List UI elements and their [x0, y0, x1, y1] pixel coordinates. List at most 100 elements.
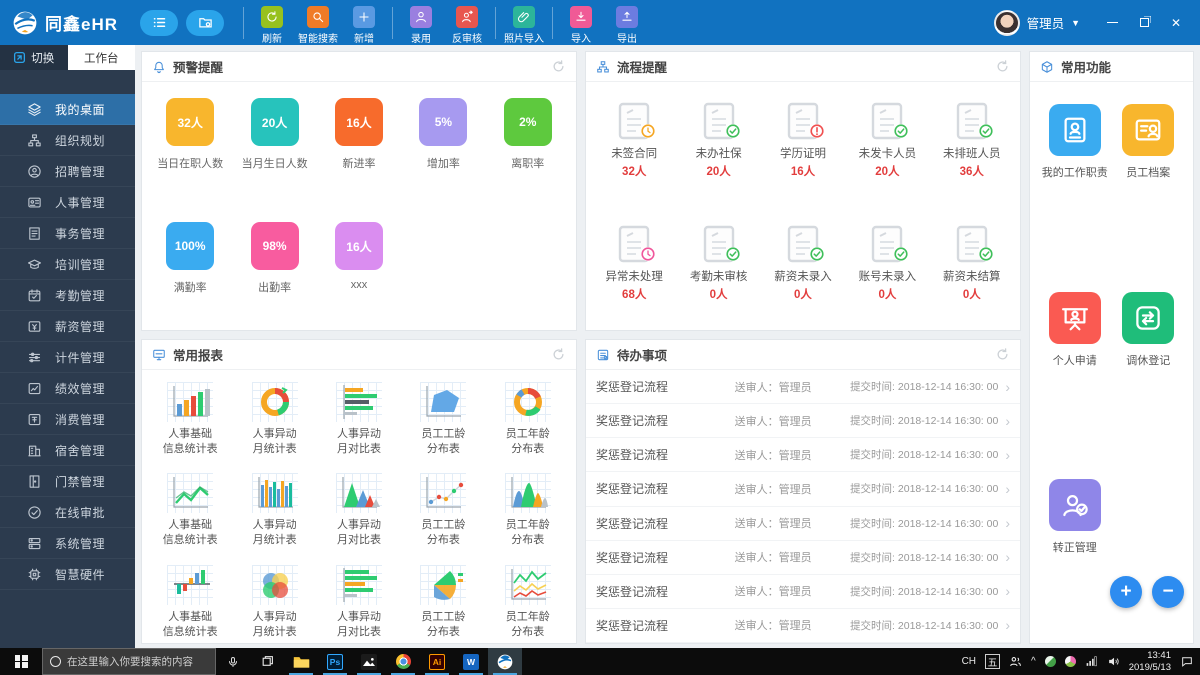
tray-app-color-icon[interactable] — [1064, 656, 1076, 667]
user-menu[interactable]: 管理员 ▼ — [993, 9, 1080, 36]
taskbar-app-photos[interactable] — [352, 648, 386, 675]
todo-row[interactable]: 奖惩登记流程 送审人：管理员 提交时间: 2018-12-14 16:30: 0… — [586, 438, 1020, 473]
refresh-icon[interactable] — [995, 347, 1010, 362]
clock[interactable]: 13:41 2019/5/13 — [1129, 650, 1171, 674]
todo-row[interactable]: 奖惩登记流程 送审人：管理员 提交时间: 2018-12-14 16:30: 0… — [586, 507, 1020, 541]
report-item[interactable]: 员工工龄 分布表 — [401, 382, 485, 460]
todo-row[interactable]: 奖惩登记流程 送审人：管理员 提交时间: 2018-12-14 16:30: 0… — [586, 404, 1020, 439]
toolbar-button-paperclip[interactable]: 照片导入 — [501, 5, 547, 45]
common-function-item[interactable]: 调休登记 — [1112, 291, 1186, 456]
common-function-item[interactable]: 个人申请 — [1038, 291, 1112, 456]
process-item[interactable]: 账号未录入 0人 — [845, 225, 929, 330]
start-button[interactable] — [0, 648, 42, 675]
report-item[interactable]: 人事异动 月统计表 — [232, 382, 316, 460]
sidebar-item[interactable]: 组织规划 — [0, 125, 135, 156]
sidebar-item[interactable]: 在线审批 — [0, 497, 135, 528]
zoom-in-button[interactable]: + — [1110, 576, 1142, 608]
process-item[interactable]: 学历证明 16人 — [761, 102, 845, 207]
toolbar-button-person-undo[interactable]: 反审核 — [444, 5, 490, 45]
process-item[interactable]: 未排班人员 36人 — [930, 102, 1014, 207]
sidebar-item[interactable]: 我的桌面 — [0, 94, 135, 125]
menu-list-button[interactable] — [140, 9, 179, 36]
taskbar-app-illustrator[interactable]: Ai — [420, 648, 454, 675]
todo-row[interactable]: 奖惩登记流程 送审人：管理员 提交时间: 2018-12-14 16:30: 0… — [586, 370, 1020, 405]
sidebar-item[interactable]: 系统管理 — [0, 528, 135, 559]
warning-stat[interactable]: 98% 出勤率 — [232, 222, 316, 330]
warning-stat[interactable]: 16人 新进率 — [317, 98, 401, 206]
report-item[interactable]: 人事基础 信息统计表 — [148, 473, 232, 551]
taskbar-app-word[interactable]: W — [454, 648, 488, 675]
hidden-icons-caret[interactable]: ^ — [1031, 656, 1036, 667]
sidebar-item[interactable]: 智慧硬件 — [0, 559, 135, 590]
todo-row[interactable]: 奖惩登记流程 送审人：管理员 提交时间: 2018-12-14 16:30: 0… — [586, 575, 1020, 609]
tab-switch[interactable]: 切换 — [0, 45, 68, 70]
sidebar-item[interactable]: 培训管理 — [0, 249, 135, 280]
toolbar-button-export[interactable]: 导出 — [604, 5, 650, 45]
sidebar-item[interactable]: 薪资管理 — [0, 311, 135, 342]
sidebar-item[interactable]: 计件管理 — [0, 342, 135, 373]
process-item[interactable]: 薪资未结算 0人 — [930, 225, 1014, 330]
process-item[interactable]: 考勤未审核 0人 — [676, 225, 760, 330]
warning-stat[interactable]: 5% 增加率 — [401, 98, 485, 206]
ime-indicator[interactable]: 五 — [985, 654, 1001, 669]
todo-row[interactable]: 奖惩登记流程 送审人：管理员 提交时间: 2018-12-14 16:30: 0… — [586, 609, 1020, 643]
process-item[interactable]: 异常未处理 68人 — [592, 225, 676, 330]
report-item[interactable]: 员工年龄 分布表 — [486, 564, 570, 643]
zoom-out-button[interactable]: − — [1152, 576, 1184, 608]
tab-workbench[interactable]: 工作台 — [67, 45, 135, 70]
report-item[interactable]: 员工工龄 分布表 — [401, 473, 485, 551]
sidebar-item[interactable]: 绩效管理 — [0, 373, 135, 404]
people-icon[interactable] — [1009, 655, 1022, 668]
taskbar-app-chrome[interactable] — [386, 648, 420, 675]
sidebar-item[interactable]: 考勤管理 — [0, 280, 135, 311]
warning-stat[interactable]: 20人 当月生日人数 — [232, 98, 316, 206]
warning-stat[interactable]: 32人 当日在职人数 — [148, 98, 232, 206]
process-item[interactable]: 薪资未录入 0人 — [761, 225, 845, 330]
toolbar-button-plus[interactable]: 新增 — [341, 5, 387, 45]
minimize-button[interactable] — [1096, 8, 1128, 38]
taskbar-app-ehr[interactable] — [488, 648, 522, 675]
process-item[interactable]: 未办社保 20人 — [676, 102, 760, 207]
taskbar-app-photoshop[interactable]: Ps — [318, 648, 352, 675]
close-button[interactable]: ✕ — [1160, 8, 1192, 38]
common-function-item[interactable]: 转正管理 — [1038, 479, 1112, 643]
toolbar-button-person[interactable]: 录用 — [398, 5, 444, 45]
process-item[interactable]: 未发卡人员 20人 — [845, 102, 929, 207]
common-function-item[interactable]: 员工档案 — [1112, 104, 1186, 268]
microphone-button[interactable] — [216, 648, 250, 675]
report-item[interactable]: 员工工龄 分布表 — [401, 564, 485, 643]
refresh-icon[interactable] — [551, 347, 566, 362]
sidebar-item[interactable]: 消费管理 — [0, 404, 135, 435]
warning-stat[interactable]: 16人 xxx — [317, 222, 401, 330]
network-icon[interactable] — [1085, 655, 1098, 668]
report-item[interactable]: 人事异动 月对比表 — [317, 564, 401, 643]
report-item[interactable]: 人事异动 月统计表 — [232, 564, 316, 643]
speaker-icon[interactable] — [1107, 655, 1120, 668]
sidebar-item[interactable]: 宿舍管理 — [0, 435, 135, 466]
sidebar-item[interactable]: 门禁管理 — [0, 466, 135, 497]
todo-row[interactable]: 奖惩登记流程 送审人：管理员 提交时间: 2018-12-14 16:30: 0… — [586, 541, 1020, 575]
sidebar-item[interactable]: 招聘管理 — [0, 156, 135, 187]
process-item[interactable]: 未签合同 32人 — [592, 102, 676, 207]
refresh-icon[interactable] — [995, 59, 1010, 74]
report-item[interactable]: 人事异动 月统计表 — [232, 473, 316, 551]
report-item[interactable]: 人事异动 月对比表 — [317, 382, 401, 460]
todo-row[interactable]: 奖惩登记流程 送审人：管理员 提交时间: 2018-12-14 16:30: 0… — [586, 472, 1020, 507]
report-item[interactable]: 人事基础 信息统计表 — [148, 382, 232, 460]
warning-stat[interactable]: 2% 离职率 — [486, 98, 570, 206]
toolbar-button-refresh[interactable]: 刷新 — [249, 5, 295, 45]
folder-settings-button[interactable] — [186, 9, 225, 36]
tray-app-green-icon[interactable] — [1044, 656, 1056, 667]
warning-stat[interactable]: 100% 满勤率 — [148, 222, 232, 330]
taskbar-app-explorer[interactable] — [284, 648, 318, 675]
restore-button[interactable] — [1128, 8, 1160, 38]
toolbar-button-search[interactable]: 智能搜索 — [295, 5, 341, 45]
toolbar-button-import[interactable]: 导入 — [558, 5, 604, 45]
action-center-icon[interactable] — [1180, 655, 1194, 668]
taskbar-search[interactable]: 在这里输入你要搜索的内容 — [42, 648, 216, 675]
language-indicator[interactable]: CH — [961, 656, 977, 667]
report-item[interactable]: 员工年龄 分布表 — [486, 382, 570, 460]
report-item[interactable]: 人事基础 信息统计表 — [148, 564, 232, 643]
sidebar-item[interactable]: 人事管理 — [0, 187, 135, 218]
task-view-button[interactable] — [250, 648, 284, 675]
